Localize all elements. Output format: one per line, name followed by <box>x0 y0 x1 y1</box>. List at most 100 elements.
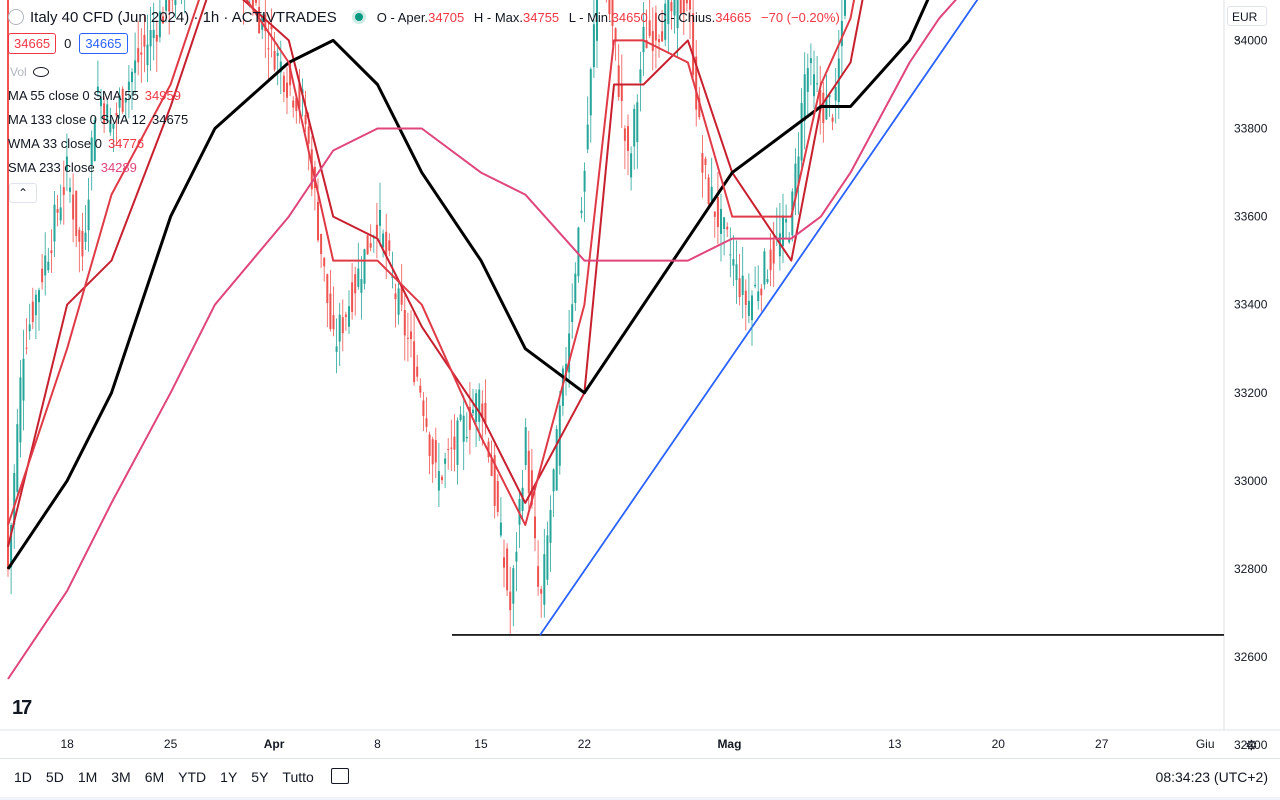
candle-body <box>623 128 626 141</box>
candle-body <box>338 314 341 342</box>
candle-body <box>391 276 394 278</box>
candle-body <box>372 237 375 239</box>
candle-body <box>636 102 639 143</box>
candle-body <box>385 231 388 256</box>
candle-body <box>369 243 372 248</box>
candle-body <box>31 301 34 322</box>
candle-body <box>695 56 698 110</box>
tradingview-logo[interactable]: 17 <box>12 697 32 719</box>
candle-body <box>93 120 96 161</box>
candle-body <box>738 278 741 298</box>
candle-body <box>583 170 586 192</box>
symbol-title[interactable]: Italy 40 CFD (Jun 2024) · 1h · ACTIVTRAD… <box>30 8 337 26</box>
range-1y-button[interactable]: 1Y <box>220 769 238 785</box>
candle-body <box>685 0 688 4</box>
candle-body <box>468 407 471 430</box>
candle-body <box>809 58 812 64</box>
candle-body <box>515 551 518 562</box>
candle-body <box>472 409 474 414</box>
collapse-legend-button[interactable]: ⌃ <box>9 183 37 203</box>
candle-body <box>549 509 552 543</box>
candle-body <box>103 103 106 124</box>
candle-body <box>800 103 803 161</box>
indicator-legend-sma233[interactable]: SMA 233 close 34289 <box>8 160 137 175</box>
candle-body <box>406 337 409 339</box>
candle-body <box>527 450 530 493</box>
candle-body <box>751 295 753 321</box>
candle-body <box>149 30 152 47</box>
candle-body <box>351 282 354 312</box>
candle-body <box>704 158 707 165</box>
candle-body <box>143 34 146 47</box>
range-6m-button[interactable]: 6M <box>144 769 165 785</box>
candle-body <box>589 69 592 116</box>
candle-body <box>478 389 481 422</box>
price-tick-label: 33600 <box>1234 210 1268 224</box>
calendar-icon[interactable] <box>331 768 349 784</box>
candle-body <box>425 418 428 427</box>
candle-body <box>441 476 443 481</box>
candle-body <box>840 20 843 47</box>
candle-body <box>13 473 16 525</box>
candle-body <box>96 86 99 93</box>
candle-body <box>496 481 499 512</box>
range-5y-button[interactable]: 5Y <box>251 769 269 785</box>
candle-body <box>673 0 676 16</box>
candle-body <box>530 470 533 505</box>
range-ytd-button[interactable]: YTD <box>178 769 207 785</box>
currency-selector[interactable]: EUR ⌄ <box>1227 6 1267 44</box>
time-tick-label: 8 <box>374 737 381 751</box>
candle-body <box>317 201 319 241</box>
candle-body <box>828 94 831 98</box>
candle-body <box>747 300 750 316</box>
buy-price-button[interactable]: 34665 <box>79 33 128 54</box>
candle-body <box>90 137 93 165</box>
candle-body <box>255 0 257 3</box>
candle-body <box>258 6 261 34</box>
candle-body <box>34 294 37 316</box>
candle-body <box>782 215 784 246</box>
clock[interactable]: 08:34:23 (UTC+2) <box>1155 769 1268 785</box>
volume-legend[interactable]: Vol <box>10 65 49 79</box>
candle-body <box>614 28 617 42</box>
eye-hidden-icon[interactable] <box>32 67 49 77</box>
candle-body <box>78 229 81 242</box>
candle-body <box>487 441 490 458</box>
candle-body <box>56 208 59 213</box>
range-1m-button[interactable]: 1M <box>77 769 98 785</box>
sell-price-button[interactable]: 34665 <box>8 33 57 54</box>
candle-body <box>276 52 279 56</box>
candle-body <box>726 226 729 230</box>
candle-body <box>465 436 468 439</box>
candle-body <box>357 268 360 287</box>
candle-body <box>363 249 366 284</box>
candle-body <box>62 187 65 195</box>
candle-body <box>794 163 797 200</box>
time-tick-label: Apr <box>264 737 285 751</box>
candle-body <box>323 257 326 267</box>
candle-body <box>664 3 667 40</box>
range-all-button[interactable]: Tutto <box>282 769 314 785</box>
candle-body <box>397 288 400 315</box>
bottom-strip <box>0 797 1280 800</box>
candle-body <box>735 264 738 280</box>
candle-body <box>825 96 828 120</box>
indicator-legend-ma133[interactable]: MA 133 close 0 SMA 12 34675 <box>8 112 189 127</box>
candle-body <box>131 71 133 83</box>
candle-body <box>75 190 78 236</box>
candle-body <box>813 74 815 97</box>
candle-body <box>639 69 642 83</box>
candle-body <box>658 39 660 43</box>
indicator-legend-ma55[interactable]: MA 55 close 0 SMA 55 34959 <box>8 88 181 103</box>
range-5d-button[interactable]: 5D <box>45 769 64 785</box>
settings-icon[interactable]: ⚙ <box>1245 737 1258 753</box>
time-tick-label: 22 <box>578 737 592 751</box>
candle-body <box>124 98 127 103</box>
price-tick-label: 32600 <box>1234 650 1268 664</box>
range-1d-button[interactable]: 1D <box>14 769 32 785</box>
candle-body <box>394 293 397 300</box>
candle-body <box>65 156 68 172</box>
range-3m-button[interactable]: 3M <box>111 769 131 785</box>
indicator-legend-wma33[interactable]: WMA 33 close 0 34776 <box>8 136 145 151</box>
